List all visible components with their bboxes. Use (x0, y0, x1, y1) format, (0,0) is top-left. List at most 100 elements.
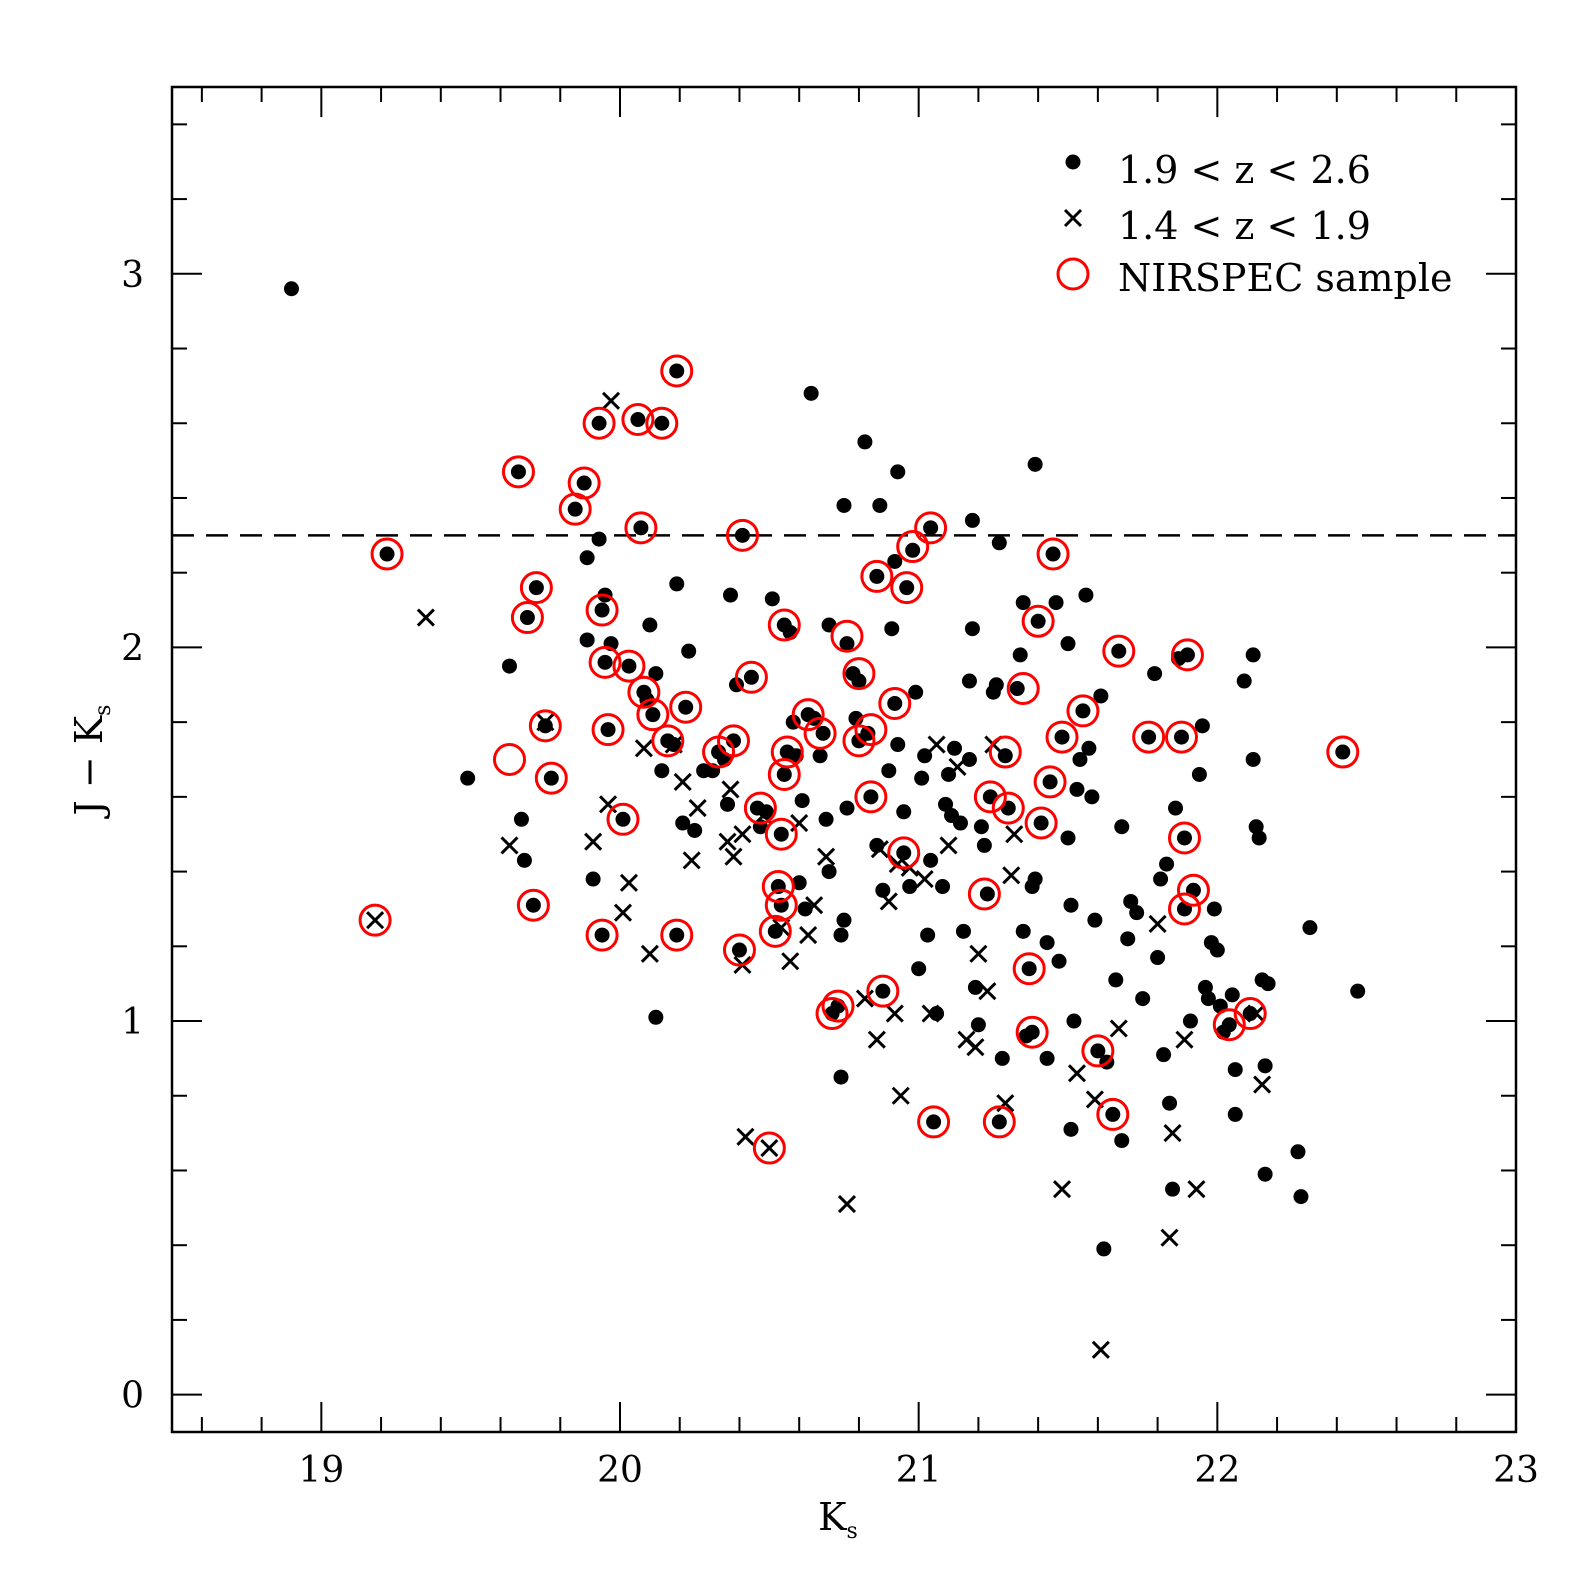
legend-marker-open-circle (1056, 257, 1090, 291)
point-filled (1209, 942, 1225, 958)
point-open-circle (567, 466, 601, 500)
point-filled (594, 602, 610, 618)
point-filled (833, 927, 849, 943)
point-filled (1033, 815, 1049, 831)
point-cross (837, 1195, 857, 1214)
point-filled (1048, 595, 1064, 611)
point-cross (948, 757, 967, 777)
point-filled (1227, 1062, 1243, 1078)
point-filled (525, 897, 541, 913)
x-axis-label: Ks (818, 1495, 858, 1544)
point-cross (721, 780, 740, 799)
point-open-circle (1167, 821, 1201, 855)
point-filled (902, 879, 918, 895)
point-cross (867, 1030, 886, 1049)
point-cross (584, 832, 603, 851)
point-filled (821, 864, 837, 880)
point-cross (724, 847, 743, 866)
x-tick-label: 23 (1493, 1450, 1539, 1491)
point-filled (669, 576, 685, 592)
point-filled (1045, 546, 1061, 562)
point-filled (973, 819, 989, 835)
point-open-circle (716, 724, 750, 758)
point-filled (979, 886, 995, 902)
point-filled (1176, 830, 1192, 846)
point-filled (621, 658, 637, 674)
point-filled (836, 497, 852, 513)
point-filled (510, 464, 526, 480)
point-filled (1290, 1144, 1306, 1160)
point-filled (851, 673, 867, 689)
point-cross (536, 713, 555, 732)
point-filled (1182, 1013, 1198, 1029)
point-filled (731, 942, 747, 958)
point-filled (1093, 688, 1109, 704)
point-open-circle (914, 511, 948, 545)
point-open-circle (878, 686, 912, 720)
point-filled (1072, 752, 1088, 767)
point-cross (416, 608, 435, 627)
point-filled (1129, 905, 1145, 921)
point-filled (1105, 1106, 1121, 1122)
point-cross (799, 926, 818, 945)
y-tick-label: 3 (121, 255, 144, 296)
point-filled (1257, 1058, 1273, 1074)
point-filled (1039, 935, 1055, 951)
point-filled (501, 658, 517, 674)
point-open-circle (803, 716, 837, 750)
point-cross (927, 735, 946, 754)
point-open-circle (764, 817, 798, 851)
point-open-circle (1066, 694, 1100, 728)
point-cross (885, 1004, 904, 1023)
point-filled (857, 434, 873, 450)
point-filled (630, 412, 646, 428)
point-filled (594, 927, 610, 943)
point-cross (921, 1004, 940, 1023)
point-filled (1015, 923, 1031, 939)
point-filled (1087, 912, 1103, 928)
point-cross (996, 1094, 1015, 1113)
point-filled (923, 520, 939, 536)
point-cross (855, 989, 874, 1008)
point-filled (1030, 613, 1046, 629)
point-cross (733, 825, 752, 844)
point-cross (879, 892, 898, 911)
point-open-circle (1102, 634, 1136, 668)
point-filled (1060, 636, 1076, 652)
point-filled (1150, 950, 1166, 966)
point-open-circle (621, 403, 655, 437)
point-open-circle (660, 918, 694, 952)
point-filled (1108, 972, 1124, 988)
point-filled (1024, 1024, 1040, 1040)
point-open-circle (492, 743, 526, 776)
point-open-circle (890, 571, 924, 605)
point-filled (1027, 456, 1043, 472)
point-filled (914, 770, 930, 786)
point-filled (875, 983, 891, 999)
point-filled (720, 796, 736, 812)
y-tick-label: 0 (121, 1376, 144, 1417)
point-filled (1162, 1095, 1178, 1111)
point-filled (1027, 871, 1043, 887)
point-filled (991, 535, 1007, 551)
point-open-circle (1033, 765, 1067, 799)
point-filled (1156, 1047, 1172, 1063)
point-open-circle (860, 559, 894, 593)
legend: 1.9 < z < 2.6 1.4 < z < 1.9 NIRSPEC samp… (1056, 148, 1453, 300)
point-filled (926, 1114, 942, 1130)
point-filled (896, 845, 912, 861)
point-filled (734, 527, 750, 543)
point-cross (366, 911, 385, 930)
x-tick-label: 20 (597, 1450, 643, 1491)
x-tick-label: 21 (896, 1450, 942, 1491)
point-open-circle (612, 649, 646, 683)
point-open-circle (636, 698, 670, 732)
point-filled (743, 669, 759, 685)
point-cross (1247, 1004, 1266, 1023)
point-filled (283, 281, 299, 297)
point-cross (1067, 1064, 1087, 1083)
point-filled (970, 1017, 986, 1033)
point-open-circle (358, 903, 392, 937)
point-open-circle (528, 709, 562, 743)
point-filled (1251, 830, 1267, 846)
